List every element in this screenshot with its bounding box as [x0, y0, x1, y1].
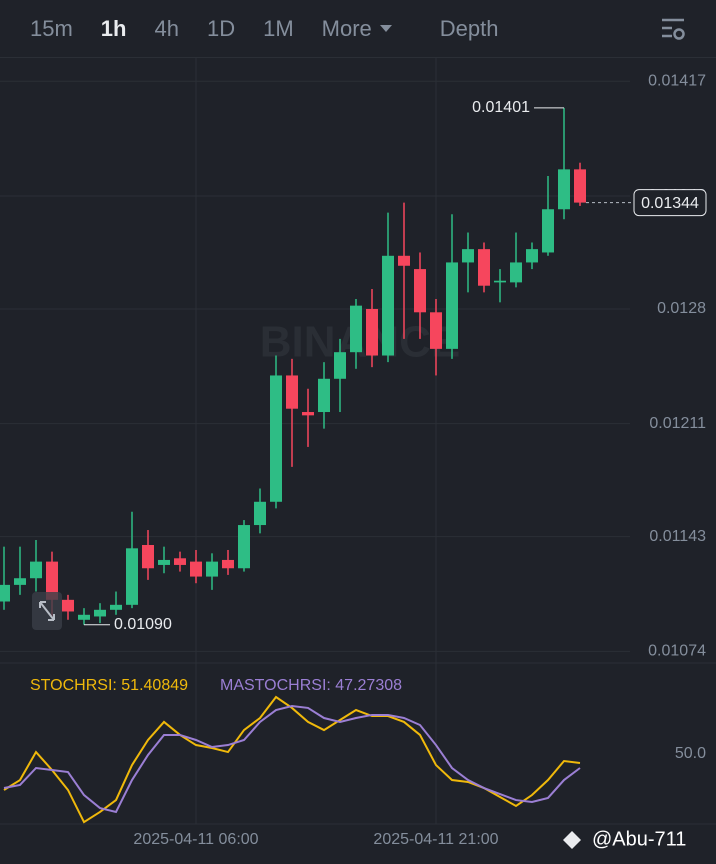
min-label: 0.01090: [114, 616, 172, 633]
candle-body: [222, 559, 234, 569]
y-tick-label: 0.0128: [657, 300, 706, 317]
candle-body: [174, 558, 186, 565]
interval-tab[interactable]: 1h: [100, 15, 127, 41]
candle-body: [398, 255, 410, 266]
candle-body: [270, 375, 282, 502]
candle-body: [446, 262, 458, 349]
candle-body: [318, 378, 330, 413]
candle-body: [94, 609, 106, 617]
candle-body: [574, 169, 586, 203]
candle-body: [462, 249, 474, 263]
more-tab[interactable]: More: [322, 16, 394, 42]
y-tick-label: 0.01143: [649, 528, 706, 545]
settings-icon[interactable]: [660, 16, 686, 42]
candle-body: [110, 604, 122, 610]
candle-body: [494, 280, 506, 283]
indicator-line: [3, 695, 581, 824]
interval-tab[interactable]: 15m: [30, 15, 73, 41]
y-tick-label: 0.01074: [648, 643, 706, 660]
interval-tab[interactable]: 4h: [154, 15, 179, 41]
candle-body: [510, 262, 522, 283]
candle-body: [206, 561, 218, 577]
indicator-line: [3, 704, 581, 814]
last-price-label: 0.01344: [641, 195, 699, 212]
candle-body: [142, 544, 154, 569]
candle-body: [542, 209, 554, 253]
candle-body: [46, 561, 58, 600]
candle-body: [190, 561, 202, 577]
candle-body: [478, 249, 490, 286]
candle-body: [334, 352, 346, 379]
max-label: 0.01401: [472, 99, 530, 116]
candle-body: [78, 614, 90, 620]
candle-body: [430, 312, 442, 349]
expand-button[interactable]: [32, 592, 62, 630]
candle-body: [126, 548, 138, 605]
candle-body: [382, 255, 394, 356]
interval-tab[interactable]: 1D: [206, 15, 236, 41]
x-tick-label: 2025-04-11 06:00: [133, 831, 258, 848]
candle-body: [558, 169, 570, 210]
candle-body: [302, 412, 314, 416]
y-tick-label: 0.01211: [649, 415, 706, 432]
dropdown-icon: [379, 24, 392, 32]
footer-handle: @Abu-711: [592, 828, 686, 850]
legend-entry: MASTOCHRSI: 47.27308: [220, 677, 402, 694]
legend-entry: STOCHRSI: 51.40849: [30, 677, 188, 694]
candle-body: [414, 269, 426, 313]
y-tick-label: 0.01417: [648, 72, 706, 89]
depth-tab[interactable]: Depth: [439, 15, 499, 41]
candle-body: [286, 375, 298, 409]
candle-body: [238, 525, 250, 569]
last-price-box: [633, 189, 707, 217]
interval-tab[interactable]: 1M: [263, 15, 294, 41]
candle-body: [62, 599, 74, 612]
candle-body: [30, 561, 42, 579]
toolbar: 15m 1h 4h 1D 1M More Depth: [0, 0, 716, 58]
more-label: More: [321, 15, 372, 41]
candle-body: [0, 584, 10, 602]
x-tick-label: 2025-04-11 21:00: [373, 831, 498, 848]
logo-icon: [563, 831, 581, 849]
candle-body: [526, 249, 538, 263]
candle-body: [254, 501, 266, 526]
candle-body: [366, 308, 378, 356]
y-tick-label: 50.0: [675, 745, 706, 762]
candle-body: [14, 578, 26, 585]
candle-body: [158, 559, 170, 565]
candle-body: [350, 305, 362, 353]
